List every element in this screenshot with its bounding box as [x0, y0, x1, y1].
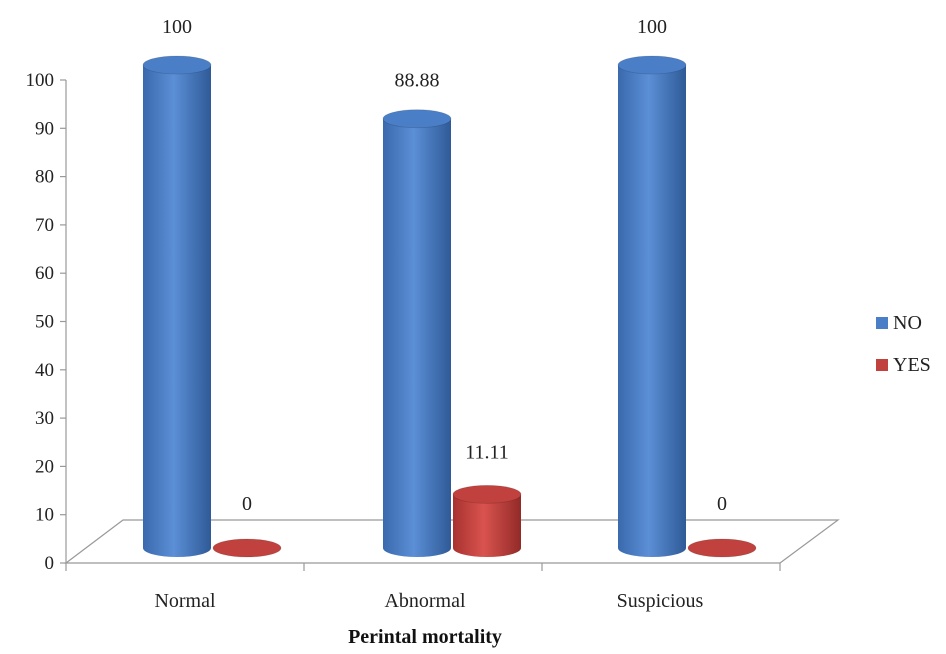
- y-tick-label: 30: [35, 408, 54, 429]
- bar-top: [452, 484, 522, 504]
- category-label: Normal: [154, 590, 216, 612]
- x-axis-title: Perintal mortality: [348, 626, 502, 648]
- y-tick-label: 50: [35, 312, 54, 333]
- bar-top: [212, 538, 282, 558]
- y-tick-label: 60: [35, 263, 54, 284]
- bar-body: [383, 118, 451, 558]
- data-label: 0: [242, 493, 252, 515]
- y-tick-label: 90: [35, 118, 54, 139]
- category-label: Suspicious: [617, 590, 704, 612]
- category-labels: Normal Abnormal Suspicious: [154, 590, 703, 612]
- bar-yes-normal: [212, 538, 282, 558]
- legend-swatch: [876, 359, 888, 371]
- legend-label: NO: [893, 312, 922, 334]
- bar-body: [143, 65, 211, 557]
- y-tick-label: 10: [35, 505, 54, 526]
- bar-yes-suspicious: [687, 538, 757, 558]
- y-tick-label: 80: [35, 167, 54, 188]
- y-axis-ticks: 0 10 20 30 40 50 60 70 80 90 100: [26, 70, 66, 574]
- y-tick-label: 0: [45, 553, 55, 574]
- bar-top: [687, 538, 757, 558]
- data-labels: 100 88.88 100 0 11.11 0: [162, 16, 727, 515]
- y-tick-label: 70: [35, 215, 54, 236]
- legend-swatch: [876, 317, 888, 329]
- bar-no-abnormal: [382, 109, 452, 558]
- category-label: Abnormal: [384, 590, 466, 612]
- bar-yes-abnormal: [452, 484, 522, 557]
- x-axis-ticks: [65, 563, 781, 571]
- bar-no-suspicious: [617, 55, 687, 557]
- y-tick-label: 20: [35, 456, 54, 477]
- y-tick-label: 100: [26, 70, 55, 91]
- legend: NO YES: [876, 312, 931, 376]
- bars: [142, 55, 757, 558]
- data-label: 0: [717, 493, 727, 515]
- bar-top: [617, 55, 687, 75]
- bar-no-normal: [142, 55, 212, 557]
- bar-top: [382, 109, 452, 129]
- data-label: 88.88: [395, 70, 440, 92]
- data-label: 11.11: [465, 441, 509, 463]
- bar-body: [618, 65, 686, 557]
- data-label: 100: [162, 16, 192, 38]
- y-tick-label: 40: [35, 360, 54, 381]
- bar-body: [453, 494, 521, 557]
- bar-top: [142, 55, 212, 75]
- legend-label: YES: [893, 354, 931, 376]
- data-label: 100: [637, 16, 667, 38]
